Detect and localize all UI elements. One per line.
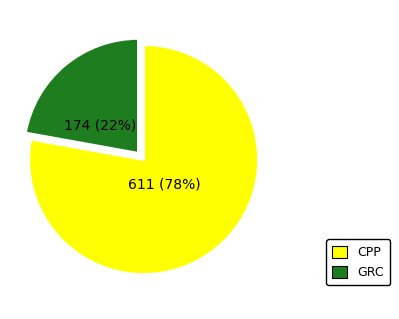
Legend: CPP, GRC: CPP, GRC	[326, 239, 390, 286]
Wedge shape	[29, 45, 259, 274]
Text: 611 (78%): 611 (78%)	[128, 178, 201, 192]
Wedge shape	[26, 38, 138, 153]
Text: 174 (22%): 174 (22%)	[64, 118, 136, 132]
